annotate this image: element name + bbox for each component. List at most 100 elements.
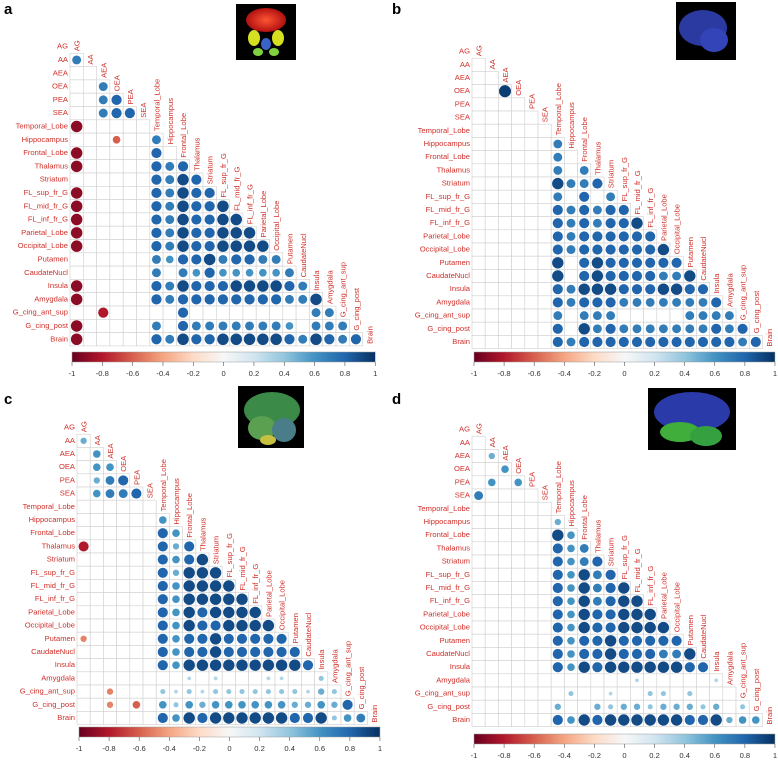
correlation-dot [619, 297, 629, 307]
cell [498, 97, 512, 112]
correlation-dot [567, 650, 575, 658]
row-label: Putamen [45, 634, 75, 643]
cell [498, 541, 512, 556]
correlation-dot [70, 213, 83, 226]
cell [89, 671, 104, 686]
correlation-dot [552, 569, 563, 580]
cell [537, 713, 552, 727]
correlation-dot [292, 689, 298, 695]
correlation-dot [223, 606, 235, 619]
correlation-dot [592, 178, 603, 189]
cell [89, 552, 104, 567]
correlation-dot [285, 322, 294, 330]
cell [116, 526, 131, 541]
cell [511, 110, 526, 125]
correlation-dot [70, 240, 83, 252]
correlation-dot [192, 268, 201, 277]
correlation-dot [118, 475, 129, 486]
cell [129, 711, 144, 725]
cell [484, 462, 499, 477]
correlation-dot [230, 240, 242, 252]
cell [524, 229, 539, 244]
correlation-dot [566, 218, 576, 228]
cell [122, 305, 137, 320]
cell [109, 279, 124, 293]
column-label: OEA [514, 79, 523, 96]
column-label: G_cing_ant_sup [344, 641, 353, 696]
correlation-dot [632, 297, 642, 307]
column-label: G_cing_ant_sup [739, 643, 748, 698]
cell [511, 176, 526, 191]
correlation-dot [552, 609, 563, 620]
column-label: OEA [119, 455, 128, 472]
column-label: FL_inf_fr_G [646, 566, 655, 606]
correlation-dot [724, 336, 735, 348]
cell [471, 449, 486, 463]
correlation-dot [223, 619, 235, 632]
column-label: Thalamus [593, 519, 602, 553]
cell [524, 713, 539, 727]
correlation-dot [644, 661, 656, 673]
correlation-dot [579, 165, 589, 175]
column-label: FL_mid_fr_G [633, 548, 642, 592]
row-label: SEA [60, 489, 76, 498]
correlation-dot [236, 593, 248, 605]
correlation-dot [172, 569, 180, 576]
cell [116, 539, 131, 554]
row-label: G_cing_ant_sup [13, 308, 68, 317]
cell [537, 594, 552, 609]
correlation-dot [158, 700, 167, 709]
cell [471, 176, 486, 191]
correlation-dot [106, 688, 114, 695]
column-label: CaudateNucl [699, 236, 708, 280]
correlation-dot [579, 204, 590, 216]
cell [537, 255, 552, 270]
cell [484, 295, 499, 310]
panel-label: d [392, 391, 401, 408]
correlation-dot [165, 294, 175, 304]
correlation-dot [177, 333, 189, 345]
cell [76, 565, 91, 580]
correlation-dot [191, 201, 202, 212]
correlation-dot [258, 254, 268, 264]
colorbar-tick-label: 0.8 [740, 369, 751, 378]
cell [471, 229, 486, 244]
cell [511, 607, 526, 622]
correlation-dot [157, 541, 168, 552]
correlation-dot [657, 661, 670, 673]
cell [616, 686, 631, 701]
correlation-dot [165, 241, 175, 251]
correlation-dot [223, 593, 235, 605]
correlation-dot [177, 294, 189, 305]
correlation-dot [151, 227, 162, 238]
cell [537, 633, 552, 648]
correlation-dot [177, 173, 189, 186]
cell [537, 123, 552, 138]
cell [484, 321, 499, 336]
correlation-dot [157, 567, 168, 578]
correlation-dot [592, 556, 603, 567]
cell [511, 581, 526, 595]
cell [116, 684, 131, 699]
row-label: FL_inf_fr_G [430, 218, 470, 227]
cell [524, 554, 539, 569]
correlation-dot [80, 437, 87, 444]
cell [142, 539, 157, 554]
correlation-dot [579, 311, 589, 321]
cell [484, 607, 499, 622]
correlation-dot [197, 620, 208, 631]
correlation-dot [196, 659, 209, 671]
cell [511, 554, 526, 569]
row-label: AEA [455, 451, 471, 460]
column-label: G_cing_post [357, 666, 366, 710]
cell [484, 269, 499, 283]
cell [109, 305, 124, 320]
column-label: Parietal_Lobe [264, 570, 273, 617]
correlation-dot [204, 201, 215, 212]
correlation-dot [552, 648, 563, 660]
cell [76, 499, 91, 514]
panel-label: c [4, 391, 12, 408]
correlation-dot [658, 324, 668, 334]
colorbar-tick-label: 0 [222, 369, 226, 378]
cell [136, 119, 151, 134]
